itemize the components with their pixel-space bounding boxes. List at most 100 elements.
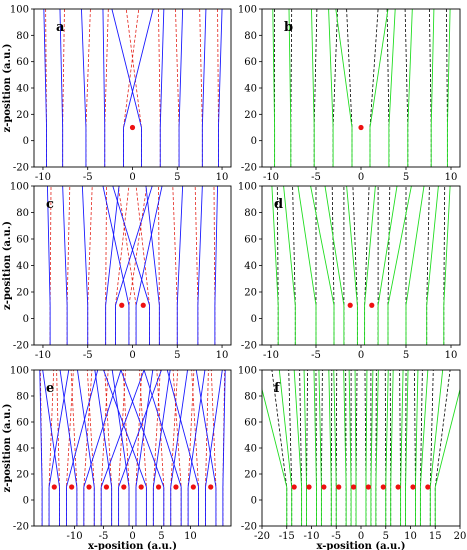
- solid-trajectory: [328, 370, 332, 526]
- solid-trajectory: [118, 370, 162, 526]
- x-tick-label: -5: [99, 531, 109, 542]
- y-tick-label: 40: [16, 84, 29, 95]
- y-tick-label: 20: [16, 110, 29, 121]
- panel-letter: f: [274, 381, 281, 396]
- dashed-trajectory: [191, 370, 199, 526]
- panel-d: -20 0 20 40 60 80 100 -10 -5 0 5 10 d: [238, 182, 461, 361]
- solid-trajectory: [364, 186, 376, 345]
- solid-trajectory: [310, 186, 335, 345]
- solid-trajectory: [145, 186, 160, 345]
- x-tick-label: 10: [216, 172, 229, 183]
- source-dot: [410, 484, 416, 490]
- y-tick-label: -20: [13, 522, 29, 533]
- solid-trajectory: [388, 9, 396, 167]
- solid-trajectory: [43, 9, 47, 167]
- source-dot: [291, 484, 297, 490]
- solid-trajectory: [100, 370, 145, 526]
- panel-a: -20 0 20 40 60 80 100 -10 -5 0 5 10 a z-position (a.u…: [2, 5, 232, 183]
- solid-trajectory: [365, 370, 368, 526]
- y-tick-label: 40: [244, 84, 257, 95]
- solid-trajectory: [159, 9, 165, 167]
- x-tick-label: 10: [445, 172, 458, 183]
- panel-letter: a: [56, 20, 65, 35]
- solid-trajectory: [166, 370, 200, 526]
- solid-trajectory: [377, 186, 398, 345]
- source-dot: [208, 484, 214, 490]
- source-dot: [86, 484, 92, 490]
- source-dot: [321, 484, 327, 490]
- source-dot: [395, 484, 401, 490]
- solid-trajectory: [400, 370, 404, 526]
- solid-trajectory: [311, 9, 315, 167]
- solid-trajectory: [120, 370, 165, 526]
- dashed-trajectory: [210, 370, 217, 526]
- source-dot: [51, 484, 57, 490]
- y-tick-label: 100: [238, 5, 257, 16]
- y-tick-label: 20: [244, 470, 257, 481]
- solid-trajectory: [333, 370, 337, 526]
- solid-trajectory: [105, 186, 120, 345]
- solid-trajectory: [46, 186, 51, 345]
- solid-trajectory: [303, 370, 307, 526]
- solid-trajectory: [77, 370, 95, 526]
- solid-trajectory: [293, 370, 303, 526]
- y-tick-label: 100: [10, 5, 29, 16]
- y-tick-label: 80: [16, 31, 29, 42]
- solid-trajectory: [102, 9, 106, 167]
- source-dot: [347, 302, 353, 308]
- source-dot: [140, 302, 146, 308]
- y-tick-label: -20: [241, 522, 257, 533]
- x-tick-label: -15: [279, 531, 295, 542]
- x-tick-label: 5: [403, 350, 409, 361]
- y-tick-label: 100: [10, 366, 29, 377]
- x-tick-label: -10: [35, 350, 51, 361]
- panel-e: -20 0 20 40 60 80 100 -10 -5 0 5 10 e z-position (a.u…: [2, 366, 232, 550]
- solid-trajectory: [143, 370, 182, 526]
- x-tick-label: -10: [67, 531, 83, 542]
- solid-trajectory: [272, 9, 276, 167]
- solid-trajectory: [375, 370, 379, 526]
- dashed-trajectory: [172, 186, 178, 345]
- source-dot: [155, 484, 162, 490]
- dashed-trajectory: [175, 9, 180, 167]
- solid-trajectory: [176, 186, 184, 345]
- solid-trajectory: [65, 370, 99, 526]
- x-axis-label: x-position (a.u.): [88, 541, 177, 550]
- plot-area: [262, 370, 460, 526]
- solid-trajectory: [278, 370, 293, 526]
- y-tick-label: 20: [244, 110, 257, 121]
- solid-trajectory: [324, 186, 345, 345]
- y-tick-label: 40: [16, 444, 29, 455]
- source-dot: [369, 302, 375, 308]
- solid-trajectory: [42, 370, 60, 526]
- panel-letter: e: [46, 381, 54, 396]
- source-dot: [365, 484, 372, 490]
- x-tick-label: -5: [83, 172, 93, 183]
- x-tick-label: 5: [403, 172, 409, 183]
- dashed-trajectory: [117, 186, 137, 345]
- solid-trajectory: [170, 370, 188, 526]
- dashed-trajectory: [115, 186, 130, 345]
- plot-area: [272, 9, 451, 167]
- solid-trajectory: [429, 370, 444, 526]
- dashed-trajectory: [100, 370, 109, 526]
- solid-trajectory: [222, 370, 226, 526]
- dashed-trajectory: [139, 370, 147, 526]
- solid-trajectory: [405, 186, 425, 345]
- dashed-trajectory: [369, 9, 379, 167]
- source-dot: [69, 484, 75, 490]
- source-dot: [173, 484, 179, 490]
- source-dot: [190, 484, 196, 490]
- solid-trajectory: [197, 186, 203, 345]
- solid-trajectory: [446, 9, 451, 167]
- y-tick-label: 80: [244, 31, 257, 42]
- solid-trajectory: [214, 186, 219, 345]
- solid-trajectory: [59, 9, 64, 167]
- solid-trajectory: [218, 9, 223, 167]
- source-dot: [306, 484, 312, 490]
- plot-area: [46, 186, 219, 345]
- dashed-trajectory: [332, 9, 338, 167]
- panel-letter: c: [46, 197, 54, 212]
- x-tick-label: -20: [254, 531, 270, 542]
- source-dot: [358, 124, 364, 131]
